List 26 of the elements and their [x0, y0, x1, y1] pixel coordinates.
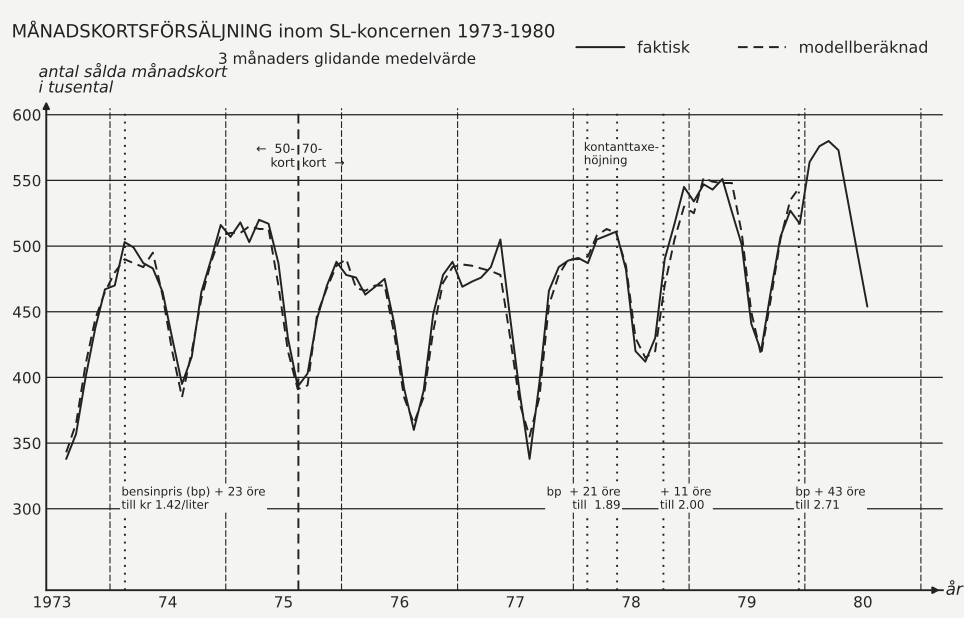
chart-title: MÅNADSKORTSFÖRSÄLJNING inom SL-koncernen 1973-1980	[13, 20, 554, 41]
annotation: ← 50- kort	[256, 144, 295, 167]
y-tick-label: 450	[12, 306, 40, 318]
y-tick-label: 300	[13, 503, 40, 515]
x-tick-label: 1973	[34, 596, 70, 608]
y-tick-label: 500	[13, 240, 40, 252]
ref-line-label: bp + 21 öre till 1.89	[548, 486, 620, 509]
legend-label: faktisk	[637, 40, 690, 53]
y-tick-label: 550	[13, 174, 40, 186]
x-tick-label: 78	[622, 596, 640, 608]
y-tick-label: 600	[13, 109, 40, 121]
x-tick-label: 77	[506, 596, 524, 608]
x-tick-label: 80	[854, 596, 872, 608]
y-axis-title: antal sålda månadskort i tusental	[39, 63, 228, 93]
x-tick-label: 76	[391, 596, 408, 608]
x-tick-label: 74	[159, 596, 177, 608]
x-tick-label: 79	[738, 596, 756, 608]
ref-line-label: bp + 43 öre till 2.71	[796, 486, 865, 509]
x-axis-title: år	[946, 580, 964, 596]
legend-label: modellberäknad	[800, 40, 927, 53]
x-tick-label: 75	[275, 596, 292, 608]
ref-line-label: + 11 öre till 2.00	[660, 486, 711, 509]
y-tick-label: 350	[13, 438, 40, 450]
y-tick-label: 400	[12, 372, 40, 384]
ref-line-label: kontanttaxe- höjning	[584, 142, 658, 167]
ref-line-label: bensinpris (bp) + 23 öre till kr 1.42/liter	[122, 486, 265, 510]
